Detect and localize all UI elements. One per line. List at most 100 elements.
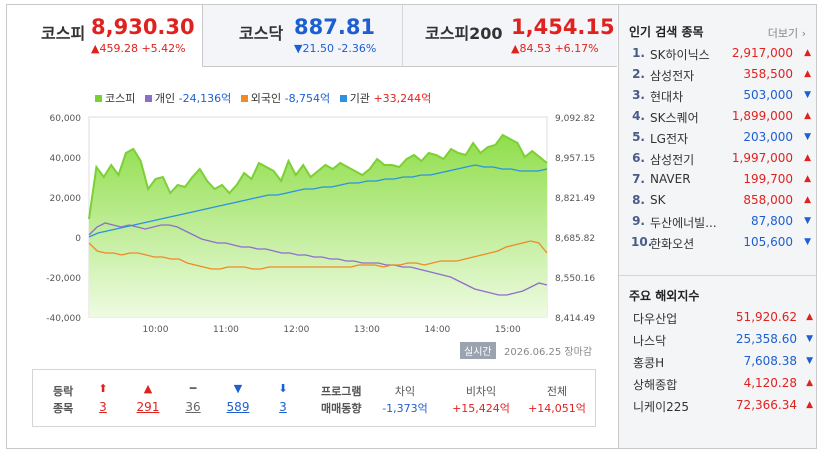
chevron-right-icon: › bbox=[801, 27, 806, 40]
up-arrow-icon: ▲ bbox=[806, 378, 813, 388]
stock-name[interactable]: 한화오션 bbox=[650, 237, 695, 251]
stock-name[interactable]: NAVER bbox=[650, 172, 691, 186]
limit-up-icon: ⬆ bbox=[98, 382, 108, 395]
popular-title: 인기 검색 종목 bbox=[629, 25, 704, 39]
index-name: 니케이225 bbox=[633, 400, 690, 414]
world-index-row[interactable]: 홍콩H 7,608.38 ▼ bbox=[633, 354, 813, 374]
series-line-foreign bbox=[88, 240, 548, 270]
index-name: 상해종합 bbox=[633, 378, 678, 392]
tab-kospi-name: 코스피 bbox=[41, 24, 86, 43]
kospi-area-fill bbox=[89, 135, 547, 317]
stock-price: 858,000 bbox=[743, 193, 793, 207]
y-left-tick-label: -20,000 bbox=[46, 274, 81, 284]
up-arrow-icon: ▲ bbox=[806, 312, 813, 322]
rank-number: 3. bbox=[632, 88, 645, 102]
index-price: 25,358.60 bbox=[735, 332, 797, 346]
more-link-label: 더보기 bbox=[767, 27, 799, 40]
index-name: 나스닥 bbox=[633, 334, 667, 348]
stock-price: 503,000 bbox=[743, 88, 793, 102]
world-index-row[interactable]: 니케이225 72,366.34 ▲ bbox=[633, 398, 813, 418]
popular-stock-row[interactable]: 10. 한화오션 105,600 ▼ bbox=[631, 235, 811, 255]
legend-individual-label: 개인 bbox=[154, 92, 176, 105]
tab-kospi-value: 8,930.30 bbox=[91, 15, 195, 39]
y-right-tick-label: 8,550.16 bbox=[555, 274, 595, 284]
tab-kospi200-name: 코스피200 bbox=[425, 24, 503, 43]
rise-count[interactable]: 291 bbox=[136, 400, 160, 414]
y-right-tick-label: 8,821.49 bbox=[555, 194, 595, 204]
y-right-tick-label: 8,685.82 bbox=[555, 234, 595, 244]
tab-kospi[interactable]: 코스피 8,930.30 ▲459.28 +5.42% bbox=[7, 5, 203, 67]
down-arrow-icon: ▼ bbox=[804, 90, 811, 100]
updown-label-2: 종목 bbox=[53, 402, 74, 415]
index-price: 72,366.34 bbox=[735, 398, 797, 412]
stock-name[interactable]: 삼성전자 bbox=[650, 69, 695, 83]
popular-stock-row[interactable]: 4. SK스퀘어 1,899,000 ▲ bbox=[631, 109, 811, 129]
stock-name[interactable]: 삼성전기 bbox=[650, 153, 695, 167]
popular-stock-row[interactable]: 3. 현대차 503,000 ▼ bbox=[631, 88, 811, 108]
popular-stock-row[interactable]: 9. 두산에너빌... 87,800 ▼ bbox=[631, 214, 811, 234]
rank-number: 10. bbox=[631, 235, 653, 249]
stock-price: 87,800 bbox=[751, 214, 793, 228]
index-price: 4,120.28 bbox=[743, 376, 797, 390]
program-total-value: +14,051억 bbox=[528, 402, 586, 415]
popular-stock-row[interactable]: 6. 삼성전기 1,997,000 ▲ bbox=[631, 151, 811, 171]
limit-down-count[interactable]: 3 bbox=[279, 400, 287, 414]
x-tick-label: 12:00 bbox=[283, 325, 309, 335]
popular-stock-row[interactable]: 5. LG전자 203,000 ▼ bbox=[631, 130, 811, 150]
stock-price: 1,997,000 bbox=[731, 151, 793, 165]
rank-number: 9. bbox=[632, 214, 645, 228]
index-name: 홍콩H bbox=[633, 356, 665, 370]
down-arrow-icon: ▼ bbox=[804, 216, 811, 226]
world-index-row[interactable]: 나스닥 25,358.60 ▼ bbox=[633, 332, 813, 352]
limit-down-icon: ⬇ bbox=[278, 382, 288, 395]
updown-label-1: 등락 bbox=[53, 385, 74, 398]
stock-name[interactable]: 두산에너빌... bbox=[650, 216, 717, 230]
index-price: 7,608.38 bbox=[743, 354, 797, 368]
tab-kosdaq-value: 887.81 bbox=[294, 15, 376, 39]
tab-kosdaq[interactable]: 코스닥 887.81 ▼21.50 -2.36% bbox=[203, 5, 403, 67]
x-tick-label: 15:00 bbox=[495, 325, 521, 335]
stock-name[interactable]: SK스퀘어 bbox=[650, 111, 699, 125]
flat-count[interactable]: 36 bbox=[185, 400, 201, 414]
market-summary: 등락 종목 ⬆ 3 ▲ 291 ━ 36 ▼ 589 ⬇ 3 프로그램 매매동향… bbox=[32, 369, 596, 427]
down-arrow-icon: ▼ bbox=[804, 237, 811, 247]
popular-stock-row[interactable]: 1. SK하이닉스 2,917,000 ▲ bbox=[631, 46, 811, 66]
chart-legend: 코스피 개인 -24,136억 외국인 -8,754억 기관 +33,244억 bbox=[89, 90, 431, 106]
up-arrow-icon: ▲ bbox=[804, 69, 811, 79]
program-label-2: 매매동향 bbox=[321, 402, 362, 415]
rank-number: 2. bbox=[632, 67, 645, 81]
popular-stock-row[interactable]: 2. 삼성전자 358,500 ▲ bbox=[631, 67, 811, 87]
world-index-row[interactable]: 다우산업 51,920.62 ▲ bbox=[633, 310, 813, 330]
more-link[interactable]: 더보기 › bbox=[768, 25, 806, 41]
stock-price: 358,500 bbox=[743, 67, 793, 81]
popular-stock-row[interactable]: 7. NAVER 199,700 ▲ bbox=[631, 172, 811, 192]
series-line-individual bbox=[88, 222, 548, 296]
x-tick-label: 13:00 bbox=[354, 325, 380, 335]
rise-icon: ▲ bbox=[143, 382, 153, 395]
up-arrow-icon: ▲ bbox=[804, 195, 811, 205]
stock-price: 2,917,000 bbox=[731, 46, 793, 60]
x-tick-label: 14:00 bbox=[424, 325, 450, 335]
world-indices-title: 주요 해외지수 bbox=[629, 289, 700, 303]
rank-number: 1. bbox=[632, 46, 645, 60]
stock-name[interactable]: LG전자 bbox=[650, 132, 689, 146]
stock-name[interactable]: 현대차 bbox=[650, 90, 684, 104]
stock-name[interactable]: SK하이닉스 bbox=[650, 48, 710, 62]
x-tick-label: 10:00 bbox=[142, 325, 168, 335]
up-arrow-icon: ▲ bbox=[804, 111, 811, 121]
tab-kospi200[interactable]: 코스피200 1,454.15 ▲84.53 +6.17% bbox=[403, 5, 617, 67]
limit-up-count[interactable]: 3 bbox=[99, 400, 107, 414]
fall-count[interactable]: 589 bbox=[226, 400, 250, 414]
index-panel: 코스피 8,930.30 ▲459.28 +5.42% 코스닥 887.81 ▼… bbox=[7, 5, 617, 448]
x-tick-label: 11:00 bbox=[213, 325, 239, 335]
index-tabs: 코스피 8,930.30 ▲459.28 +5.42% 코스닥 887.81 ▼… bbox=[7, 5, 617, 67]
up-arrow-icon: ▲ bbox=[804, 48, 811, 58]
index-name: 다우산업 bbox=[633, 312, 678, 326]
program-arb-header: 차익 bbox=[394, 385, 416, 398]
program-nonarb-header: 비차익 bbox=[465, 385, 497, 398]
stock-name[interactable]: SK bbox=[650, 193, 666, 207]
world-index-row[interactable]: 상해종합 4,120.28 ▲ bbox=[633, 376, 813, 396]
popular-stock-row[interactable]: 8. SK 858,000 ▲ bbox=[631, 193, 811, 213]
market-widget: 코스피 8,930.30 ▲459.28 +5.42% 코스닥 887.81 ▼… bbox=[6, 4, 817, 449]
tab-kosdaq-name: 코스닥 bbox=[239, 24, 284, 43]
